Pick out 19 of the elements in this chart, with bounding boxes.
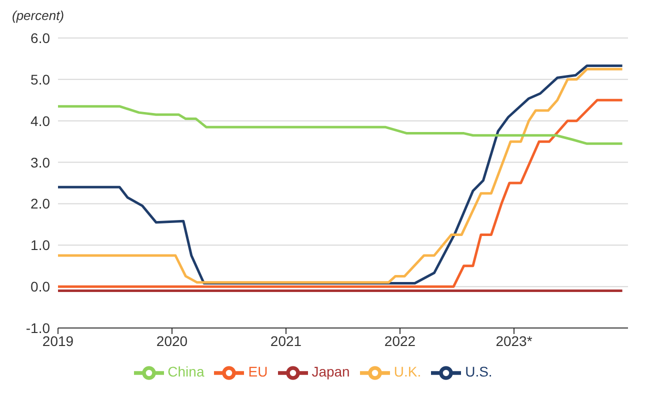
legend-label: U.K. xyxy=(394,364,422,380)
y-axis-title: (percent) xyxy=(12,8,64,23)
legend-label: EU xyxy=(248,364,268,380)
y-tick-label: 0.0 xyxy=(30,278,50,295)
y-tick-label: 4.0 xyxy=(30,112,50,129)
y-tick-label: 1.0 xyxy=(30,237,50,254)
x-tick-label: 2023* xyxy=(496,332,533,349)
legend-label: U.S. xyxy=(465,364,492,380)
x-tick-label: 2021 xyxy=(270,332,302,349)
legend-label: China xyxy=(168,364,204,380)
y-tick-label: 3.0 xyxy=(30,154,50,170)
y-tick-label: 6.0 xyxy=(30,30,50,46)
line-series xyxy=(58,98,624,288)
legend-label: Japan xyxy=(312,364,350,380)
x-tick-label: 2022 xyxy=(384,332,416,349)
x-tick-label: 2020 xyxy=(156,332,188,349)
line-series xyxy=(58,105,624,145)
y-tick-label: 5.0 xyxy=(30,71,50,88)
y-tick-label: 2.0 xyxy=(30,196,50,212)
